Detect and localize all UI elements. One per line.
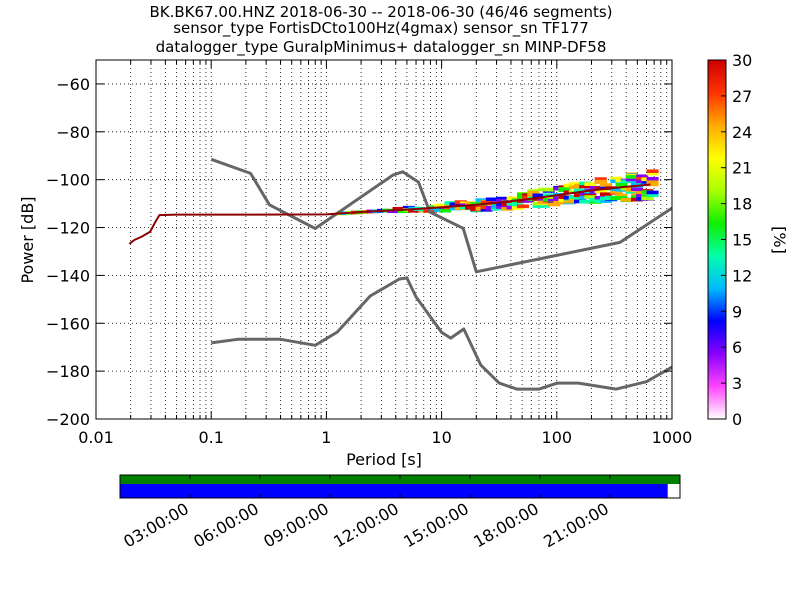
coverage-tick-label: 09:00:00	[260, 499, 332, 551]
colorbar-tick-label: 9	[732, 302, 742, 321]
density-cell	[610, 190, 623, 194]
density-cell	[620, 198, 633, 202]
density-cell	[573, 193, 586, 198]
colorbar-tick-label: 27	[732, 87, 752, 106]
coverage-tick-label: 18:00:00	[470, 499, 542, 551]
colorbar-ticks: 0 3 6 9 12 15 18 21 24 27 30	[721, 51, 752, 429]
y-axis-ticks: −60 −80 −100 −120 −140 −160 −180 −200	[46, 75, 672, 429]
x-axis-ticks: 0.01 0.1 1 10 100 1000	[78, 60, 692, 447]
density-cell	[594, 177, 607, 181]
density-cell	[532, 197, 545, 201]
x-axis-label: Period [s]	[346, 450, 422, 469]
x-tick-label: 0.1	[198, 428, 223, 447]
series-lines	[128, 157, 673, 391]
main-plot: 0.01 0.1 1 10 100 1000 −60 −80 −100 −120 −140 −160…	[18, 59, 692, 469]
colorbar-tick-label: 0	[732, 410, 742, 429]
density-cell	[537, 204, 550, 208]
colorbar-tick-label: 15	[732, 231, 752, 250]
colorbar-tick-label: 30	[732, 51, 752, 70]
coverage-bar: 03:00:0006:00:0009:00:0012:00:0015:00:00…	[119, 474, 681, 551]
density-cell	[641, 196, 654, 201]
colorbar: 0 3 6 9 12 15 18 21 24 27 30 [%]	[707, 51, 789, 429]
density-cell	[615, 193, 628, 198]
density-cell	[527, 190, 540, 195]
coverage-tick-label: 03:00:00	[120, 499, 192, 551]
density-cell	[610, 176, 623, 181]
figure-title: BK.BK67.00.HNZ 2018-06-30 -- 2018-06-30 …	[149, 3, 612, 57]
plot-area	[96, 60, 672, 419]
density-cell	[625, 177, 638, 182]
density-cell	[594, 179, 607, 184]
density-cell	[553, 200, 566, 205]
density-cell	[584, 192, 597, 197]
series-line	[128, 183, 651, 245]
density-cell	[558, 186, 571, 191]
colorbar-tick-label: 12	[732, 266, 752, 285]
density-cell	[579, 184, 592, 189]
colorbar-tick-label: 24	[732, 123, 752, 142]
y-tick-label: −180	[46, 362, 90, 381]
density-cell	[599, 192, 612, 196]
series-line	[210, 276, 673, 391]
title-line-1: BK.BK67.00.HNZ 2018-06-30 -- 2018-06-30 …	[149, 3, 612, 21]
density-cell	[584, 195, 597, 199]
density-cell	[439, 208, 452, 213]
density-cell	[573, 188, 586, 193]
coverage-top-band	[120, 475, 680, 484]
title-line-2: sensor_type FortisDCto100Hz(4gmax) senso…	[173, 19, 589, 38]
colorbar-tick-label: 21	[732, 159, 752, 178]
series-line	[210, 157, 673, 274]
density-cell	[646, 180, 659, 185]
density-cell	[506, 196, 519, 201]
density-cell	[646, 171, 659, 176]
density-cell	[542, 187, 555, 192]
plot-frame	[95, 59, 673, 420]
density-cell	[579, 199, 592, 204]
coverage-bottom-band	[120, 484, 668, 498]
density-cell	[594, 189, 607, 194]
density-cell	[568, 181, 581, 186]
y-tick-label: −140	[46, 266, 90, 285]
y-axis-label: Power [dB]	[18, 196, 37, 283]
density-cell	[532, 193, 545, 198]
density-cell	[646, 176, 659, 181]
y-tick-label: −160	[46, 314, 90, 333]
coverage-tick-label: 06:00:00	[190, 499, 262, 551]
y-tick-label: −120	[46, 219, 90, 238]
title-line-3: datalogger_type GuralpMinimus+ datalogge…	[156, 38, 607, 57]
density-cell	[516, 204, 529, 209]
x-tick-label: 10	[431, 428, 451, 447]
x-tick-label: 100	[542, 428, 573, 447]
colorbar-label: [%]	[770, 226, 789, 254]
y-tick-label: −100	[46, 171, 90, 190]
density-cell	[646, 190, 659, 195]
density-cell	[496, 196, 509, 201]
density-cell	[615, 183, 628, 187]
density-cell	[646, 169, 659, 173]
density-cell	[496, 205, 509, 209]
x-tick-label: 0.01	[78, 428, 114, 447]
x-tick-label: 1	[321, 428, 331, 447]
y-tick-label: −200	[46, 410, 90, 429]
colorbar-tick-label: 3	[732, 374, 742, 393]
colorbar-tick-label: 18	[732, 195, 752, 214]
coverage-tick-label: 15:00:00	[400, 499, 472, 551]
y-tick-label: −80	[56, 123, 90, 142]
density-cell	[631, 187, 644, 192]
coverage-tick-label: 12:00:00	[330, 499, 402, 551]
density-cell	[537, 200, 550, 205]
density-cell	[625, 175, 638, 179]
density-cell	[646, 182, 659, 187]
density-cell	[636, 174, 649, 179]
density-cell	[485, 197, 498, 202]
y-tick-label: −60	[56, 75, 90, 94]
colorbar-tick-label: 6	[732, 338, 742, 357]
density-cell	[392, 206, 405, 211]
coverage-tick-label: 21:00:00	[540, 499, 612, 551]
density-cell	[646, 193, 659, 198]
density-cell	[584, 182, 597, 186]
x-tick-label: 1000	[652, 428, 693, 447]
density-cell	[599, 183, 612, 187]
